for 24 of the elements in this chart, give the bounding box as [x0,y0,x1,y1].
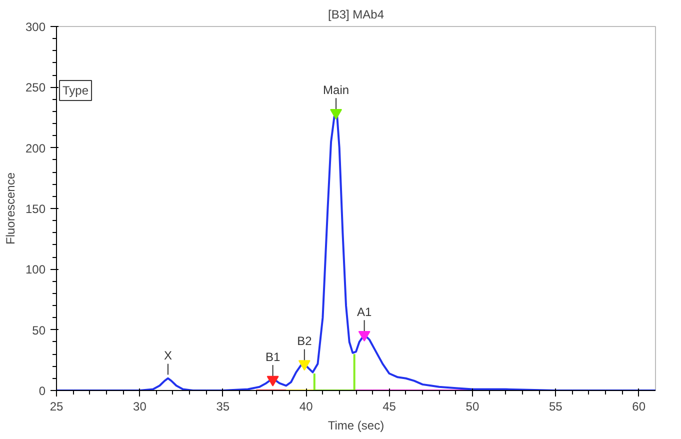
x-tick-label: 45 [382,400,396,414]
y-tick-label: 150 [25,202,46,216]
x-axis-title: Time (sec) [328,418,384,432]
annotation: Main [323,82,350,97]
y-tick-label: 200 [25,141,46,156]
y-tick-label: 0 [38,384,46,398]
x-tick-label: 30 [133,400,147,414]
annotation: X [164,348,172,363]
annotation: A1 [356,304,372,319]
chart-title: [B3] MAb4 [328,8,384,22]
x-tick-label: 40 [299,400,314,414]
y-tick-label: 250 [25,80,46,95]
y-tick-label: 50 [32,323,46,338]
annotation: B2 [297,334,312,348]
annotation: B1 [265,350,280,364]
annotation: Type [62,84,89,98]
x-tick-label: 60 [632,400,646,414]
y-tick-label: 100 [25,262,46,277]
y-tick-label: 300 [25,20,46,34]
x-tick-label: 25 [50,400,64,414]
y-axis-title: Fluorescence [3,172,18,245]
x-tick-label: 35 [216,400,230,414]
x-tick-label: 50 [466,400,480,414]
x-tick-label: 55 [548,400,563,414]
